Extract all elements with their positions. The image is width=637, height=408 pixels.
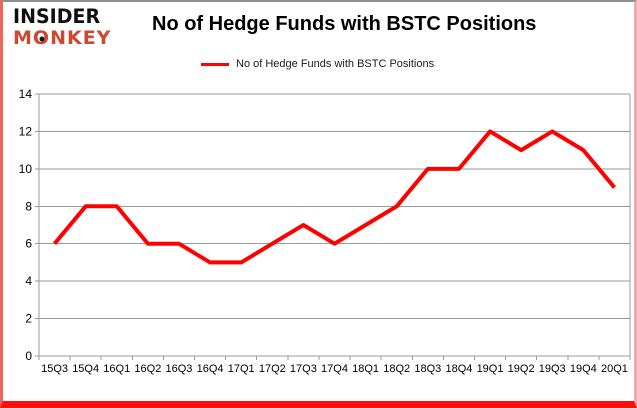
svg-text:16Q4: 16Q4 — [197, 363, 224, 375]
svg-text:10: 10 — [19, 162, 33, 176]
svg-text:14: 14 — [19, 87, 33, 101]
svg-text:12: 12 — [19, 124, 33, 138]
svg-text:20Q1: 20Q1 — [601, 363, 628, 375]
svg-text:0: 0 — [25, 349, 32, 363]
legend-label: No of Hedge Funds with BSTC Positions — [236, 58, 435, 70]
logo-monkey-text: MONKEY — [13, 28, 111, 49]
svg-text:17Q1: 17Q1 — [228, 363, 255, 375]
svg-text:6: 6 — [25, 237, 32, 251]
svg-text:16Q3: 16Q3 — [166, 363, 193, 375]
logo-monkey-m: M — [13, 27, 33, 49]
svg-text:4: 4 — [25, 274, 32, 288]
svg-text:19Q3: 19Q3 — [539, 363, 566, 375]
svg-text:15Q3: 15Q3 — [41, 363, 68, 375]
svg-text:16Q1: 16Q1 — [103, 363, 130, 375]
svg-text:2: 2 — [25, 312, 32, 326]
svg-text:19Q4: 19Q4 — [570, 363, 597, 375]
monkey-eye-o: O — [33, 28, 50, 49]
insider-monkey-logo: INSIDER MONKEY — [13, 5, 111, 49]
svg-text:16Q2: 16Q2 — [134, 363, 161, 375]
legend-line-swatch — [201, 62, 229, 66]
monkey-eye-dot — [39, 36, 44, 42]
svg-text:15Q4: 15Q4 — [72, 363, 99, 375]
svg-text:18Q2: 18Q2 — [383, 363, 410, 375]
line-chart: 0 2 4 6 8 10 12 14 15Q3 15Q4 16Q1 16Q2 16Q3 16Q4 17Q1 1… — [19, 87, 631, 375]
logo-insider-text: INSIDER — [13, 5, 101, 29]
svg-text:18Q4: 18Q4 — [445, 363, 472, 375]
svg-text:18Q1: 18Q1 — [352, 363, 379, 375]
logo-monkey-rest: NKEY — [50, 27, 112, 49]
svg-text:19Q1: 19Q1 — [477, 363, 504, 375]
svg-text:19Q2: 19Q2 — [508, 363, 535, 375]
legend: No of Hedge Funds with BSTC Positions — [201, 58, 434, 70]
svg-text:8: 8 — [25, 199, 32, 213]
svg-text:17Q2: 17Q2 — [259, 363, 286, 375]
svg-text:17Q3: 17Q3 — [290, 363, 317, 375]
svg-text:18Q3: 18Q3 — [414, 363, 441, 375]
chart-title: No of Hedge Funds with BSTC Positions — [152, 13, 537, 35]
svg-text:17Q4: 17Q4 — [321, 363, 348, 375]
